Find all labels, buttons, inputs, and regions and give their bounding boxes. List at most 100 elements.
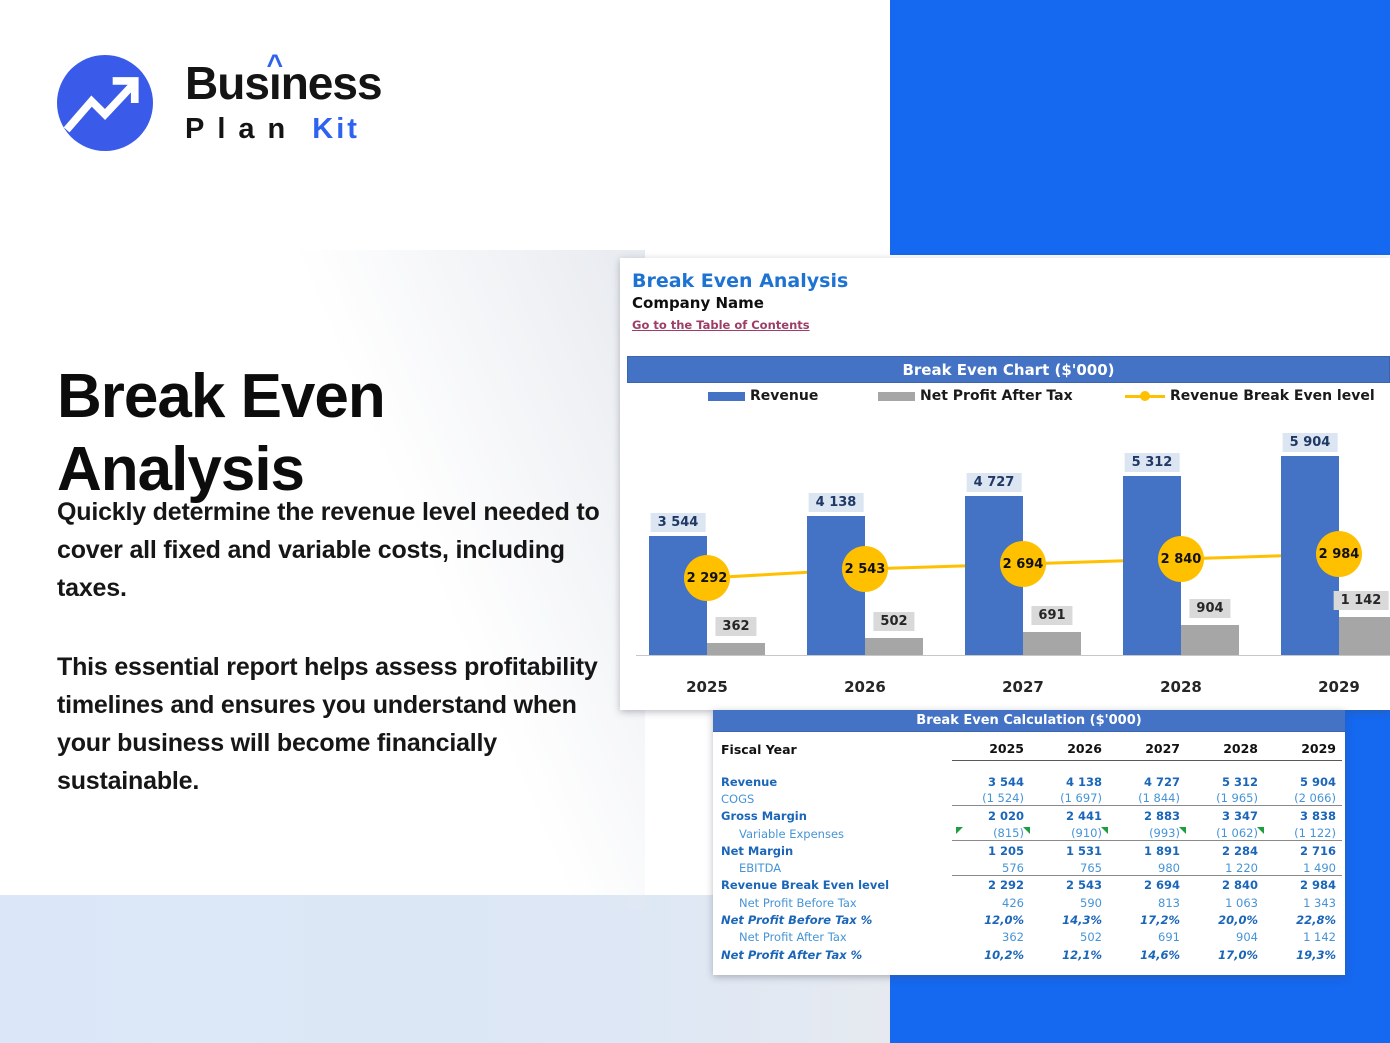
cell-2027: 14,6% <box>1140 947 1180 962</box>
table-row: Net Profit Before Tax 426 590 813 1 063 1 343 <box>719 894 1342 911</box>
cell-2028: 3 347 <box>1221 809 1258 824</box>
cell-2029: (2 066) <box>1264 791 1342 807</box>
net-profit-bar-2026 <box>865 638 923 655</box>
cell-2027: 691 <box>1158 930 1180 945</box>
net-profit-value-label-2027: 691 <box>1031 606 1073 625</box>
revenue-value-label-2028: 5 312 <box>1124 453 1180 472</box>
table-row: Variable Expenses (815) (910) (993) (1 062)(… <box>719 825 1342 842</box>
column-header-2026: 2026 <box>1030 738 1108 761</box>
row-label: Net Profit Before Tax <box>739 895 857 910</box>
table-of-contents-link[interactable]: Go to the Table of Contents <box>632 318 810 332</box>
break-even-point-2026: 2 543 <box>842 546 888 592</box>
cell-2027: 4 727 <box>1143 774 1180 789</box>
revenue-swatch-icon <box>708 391 745 401</box>
cell-2027: 2 694 <box>1143 878 1180 893</box>
chart-legend: Revenue Net Profit After Tax Revenue Bre… <box>620 388 1390 408</box>
cell-2025: (1 524) <box>952 791 1030 807</box>
cell-2029: 2 984 <box>1299 878 1336 893</box>
cell-2025: (815) <box>952 826 1030 842</box>
chart-plot: 3 544 362 2 292 2025 4 138 502 2 543 2026 4 727 6… <box>620 258 1390 710</box>
cell-2029: 2 716 <box>1299 843 1336 858</box>
table-header-row: Fiscal Year 2025 2026 2027 2028 2029 <box>719 738 1342 761</box>
legend-label: Revenue Break Even level <box>1170 388 1375 404</box>
row-label: Net Profit After Tax <box>739 930 847 945</box>
legend-item-net-profit: Net Profit After Tax <box>878 388 1073 404</box>
column-header-2025: 2025 <box>952 738 1030 761</box>
cell-2026: 502 <box>1080 930 1102 945</box>
cell-2028: 2 840 <box>1221 878 1258 893</box>
caret-accent: ^ <box>266 48 283 81</box>
description-paragraph-2: This essential report helps assess profi… <box>57 653 598 795</box>
net-profit-bar-2027 <box>1023 632 1081 655</box>
cell-2029: 22,8% <box>1296 913 1336 928</box>
x-axis-label-2027: 2027 <box>1002 678 1044 696</box>
cell-2025: 12,0% <box>984 913 1024 928</box>
table-row: Net Margin 1 205 1 531 1 891 2 284 2 716 <box>719 842 1342 859</box>
cell-2029: (1 122) <box>1264 826 1342 842</box>
row-label: Revenue Break Even level <box>721 878 890 893</box>
cell-2025: 3 544 <box>987 774 1024 789</box>
cell-2029: 1 142 <box>1303 930 1336 945</box>
cell-2026: 2 441 <box>1065 809 1102 824</box>
cell-2028: 17,0% <box>1218 947 1258 962</box>
brand-word-plankit: Plan Kit <box>185 113 360 145</box>
net-profit-value-label-2028: 904 <box>1189 599 1231 618</box>
row-label: COGS <box>721 791 755 806</box>
comment-flag-icon <box>956 827 963 835</box>
cell-2025: 10,2% <box>984 947 1024 962</box>
page-description: Quickly determine the revenue level need… <box>57 494 613 842</box>
table-row: Net Profit Before Tax % 12,0% 14,3% 17,2% 20… <box>719 911 1342 928</box>
legend-label: Net Profit After Tax <box>920 388 1073 404</box>
net-profit-value-label-2025: 362 <box>715 617 757 636</box>
row-label: Net Profit Before Tax % <box>721 913 873 928</box>
cell-2029: 1 343 <box>1303 895 1336 910</box>
spreadsheet-chart-panel: Break Even Analysis Company Name Go to t… <box>620 258 1390 710</box>
cell-2027: 17,2% <box>1140 913 1180 928</box>
break-even-line-icon <box>1125 391 1165 401</box>
cell-2027: (1 844) <box>1108 791 1186 807</box>
x-axis-label-2025: 2025 <box>686 678 728 696</box>
cell-2028: 1 063 <box>1225 895 1258 910</box>
table-row: Revenue Break Even level 2 292 2 543 2 694 2… <box>719 877 1342 894</box>
cell-2025: 1 205 <box>987 843 1024 858</box>
break-even-point-2025: 2 292 <box>684 555 730 601</box>
row-label: Net Profit After Tax % <box>721 947 863 962</box>
row-label: Net Margin <box>721 843 794 858</box>
x-axis-line <box>636 655 1390 656</box>
brand-wordmark: Busı ^ ness Plan Kit <box>185 48 383 145</box>
company-name: Company Name <box>632 294 764 312</box>
cell-2026: (910) <box>1030 826 1108 842</box>
break-even-point-2028: 2 840 <box>1158 536 1204 582</box>
revenue-value-label-2027: 4 727 <box>966 473 1022 492</box>
revenue-value-label-2025: 3 544 <box>650 513 706 532</box>
cell-2028: 904 <box>1236 930 1258 945</box>
net-profit-bar-2025 <box>707 643 765 655</box>
cell-2026: 12,1% <box>1062 947 1102 962</box>
net-profit-bar-2028 <box>1181 625 1239 655</box>
cell-2027: 2 883 <box>1143 809 1180 824</box>
cell-2026: 4 138 <box>1065 774 1102 789</box>
row-label: Revenue <box>721 774 778 789</box>
column-header-2027: 2027 <box>1108 738 1186 761</box>
table-row: Revenue 3 544 4 138 4 727 5 312 5 904 <box>719 773 1342 790</box>
cell-2029: 19,3% <box>1296 947 1336 962</box>
cell-2028: (1 062) <box>1186 826 1264 842</box>
revenue-value-label-2026: 4 138 <box>808 493 864 512</box>
table-row: Net Profit After Tax 362 502 691 904 1 142 <box>719 929 1342 946</box>
table-row: Net Profit After Tax % 10,2% 12,1% 14,6% 17,… <box>719 946 1342 963</box>
legend-label: Revenue <box>750 388 819 404</box>
comment-flag-icon <box>1023 827 1030 835</box>
cell-2026: 765 <box>1030 861 1108 876</box>
brand-logo: Busı ^ ness Plan Kit <box>57 48 383 151</box>
column-header-2029: 2029 <box>1264 738 1342 761</box>
cell-2028: (1 965) <box>1186 791 1264 807</box>
cell-2025: 2 292 <box>987 878 1024 893</box>
cell-2028: 5 312 <box>1221 774 1258 789</box>
cell-2029: 1 490 <box>1264 861 1342 876</box>
brand-word-business: Busı ^ ness <box>185 48 383 109</box>
sheet-title: Break Even Analysis <box>632 270 849 292</box>
cell-2027: 980 <box>1108 861 1186 876</box>
x-axis-label-2029: 2029 <box>1318 678 1360 696</box>
cell-2026: 2 543 <box>1065 878 1102 893</box>
row-label: Gross Margin <box>721 809 807 824</box>
